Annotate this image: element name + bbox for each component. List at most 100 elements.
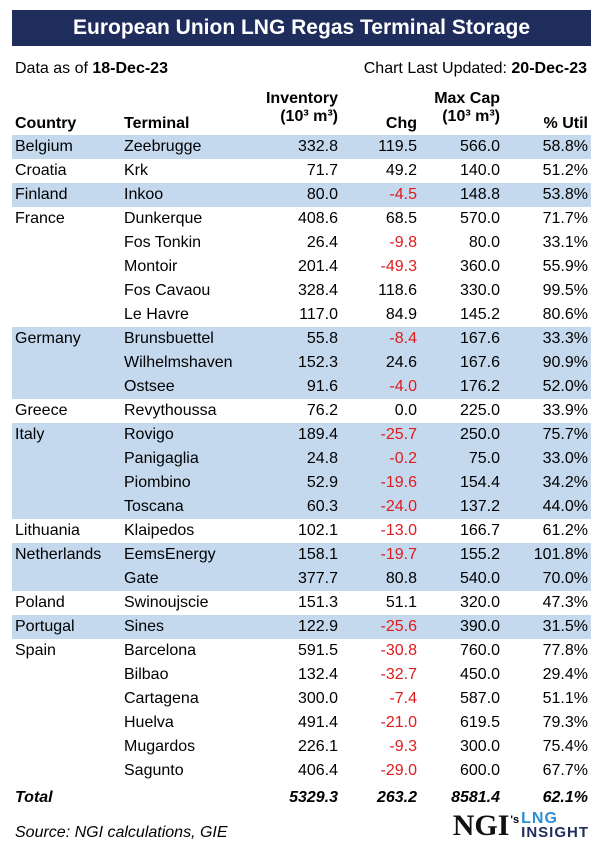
cell-inventory: 406.4 (297, 762, 338, 779)
cell-chg: -30.8 (380, 642, 417, 659)
cell-max-cap: 760.0 (459, 642, 500, 659)
cell-terminal: Toscana (124, 498, 184, 515)
cell-terminal: EemsEnergy (124, 546, 216, 563)
cell-chg: -24.0 (380, 498, 417, 515)
cell-chg: 49.2 (385, 162, 417, 179)
cell-terminal: Dunkerque (124, 210, 203, 227)
cell-util: 61.2% (542, 522, 588, 539)
table-row: Italy Rovigo 189.4 -25.7 250.0 75.7% (12, 423, 591, 447)
cell-terminal: Huelva (124, 714, 174, 731)
cell-util: 75.7% (542, 426, 588, 443)
cell-inventory: 117.0 (299, 306, 338, 323)
cell-chg: -4.0 (389, 378, 417, 395)
cell-chg: -49.3 (380, 258, 417, 275)
cell-inventory: 408.6 (297, 210, 338, 227)
cell-max-cap: 148.8 (459, 186, 500, 203)
cell-chg: -19.6 (380, 474, 417, 491)
source-note: Source: NGI calculations, GIE (15, 824, 228, 841)
cell-inventory: 24.8 (306, 450, 338, 467)
table-row: Spain Barcelona 591.5 -30.8 760.0 77.8% (12, 639, 591, 663)
cell-max-cap: 155.2 (459, 546, 500, 563)
cell-util: 67.7% (542, 762, 588, 779)
total-inventory: 5329.3 (289, 789, 338, 806)
cell-inventory: 189.4 (297, 426, 338, 443)
cell-util: 29.4% (542, 666, 588, 683)
cell-util: 79.3% (542, 714, 588, 731)
cell-chg: -13.0 (380, 522, 417, 539)
cell-country: Spain (15, 642, 56, 659)
table-row: Wilhelmshaven 152.3 24.6 167.6 90.9% (12, 351, 591, 375)
cell-util: 58.8% (542, 138, 588, 155)
table-row: Sagunto 406.4 -29.0 600.0 67.7% (12, 759, 591, 783)
cell-inventory: 226.1 (297, 738, 338, 755)
cell-chg: 84.9 (385, 306, 417, 323)
cell-max-cap: 320.0 (459, 594, 500, 611)
cell-util: 101.8% (533, 546, 588, 563)
table-row: Panigaglia 24.8 -0.2 75.0 33.0% (12, 447, 591, 471)
chart-updated: Chart Last Updated: 20-Dec-23 (363, 60, 587, 77)
table-row: Mugardos 226.1 -9.3 300.0 75.4% (12, 735, 591, 759)
cell-util: 70.0% (542, 570, 588, 587)
cell-util: 44.0% (542, 498, 588, 515)
cell-terminal: Brunsbuettel (124, 330, 214, 347)
table-row: Finland Inkoo 80.0 -4.5 148.8 53.8% (12, 183, 591, 207)
cell-terminal: Le Havre (124, 306, 189, 323)
cell-inventory: 60.3 (306, 498, 338, 515)
table-row: Gate 377.7 80.8 540.0 70.0% (12, 567, 591, 591)
table-row: Bilbao 132.4 -32.7 450.0 29.4% (12, 663, 591, 687)
cell-chg: 51.1 (385, 594, 417, 611)
cell-terminal: Revythoussa (124, 402, 217, 419)
cell-max-cap: 75.0 (468, 450, 500, 467)
cell-max-cap: 80.0 (468, 234, 500, 251)
total-util: 62.1% (542, 789, 588, 806)
cell-util: 34.2% (542, 474, 588, 491)
cell-util: 33.9% (542, 402, 588, 419)
table-row: Cartagena 300.0 -7.4 587.0 51.1% (12, 687, 591, 711)
cell-terminal: Ostsee (124, 378, 175, 395)
cell-inventory: 102.1 (297, 522, 338, 539)
cell-max-cap: 166.7 (459, 522, 500, 539)
cell-inventory: 201.4 (297, 258, 338, 275)
cell-inventory: 71.7 (306, 162, 338, 179)
cell-terminal: Montoir (124, 258, 178, 275)
table-row: Piombino 52.9 -19.6 154.4 34.2% (12, 471, 591, 495)
cell-util: 80.6% (542, 306, 588, 323)
cell-max-cap: 566.0 (459, 138, 500, 155)
cell-chg: -32.7 (380, 666, 417, 683)
cell-country: Lithuania (15, 522, 80, 539)
table-row: Fos Tonkin 26.4 -9.8 80.0 33.1% (12, 231, 591, 255)
cell-util: 71.7% (542, 210, 588, 227)
cell-country: Netherlands (15, 546, 102, 563)
cell-country: Belgium (15, 138, 73, 155)
cell-max-cap: 300.0 (459, 738, 500, 755)
cell-util: 77.8% (542, 642, 588, 659)
cell-util: 99.5% (542, 282, 588, 299)
cell-inventory: 132.4 (297, 666, 338, 683)
cell-chg: -9.8 (389, 234, 417, 251)
cell-inventory: 328.4 (297, 282, 338, 299)
cell-inventory: 122.9 (297, 618, 338, 635)
cell-terminal: Rovigo (124, 426, 174, 443)
cell-util: 31.5% (542, 618, 588, 635)
terminal-table: Belgium Zeebrugge 332.8 119.5 566.0 58.8% Croa… (12, 135, 591, 783)
table-row: Montoir 201.4 -49.3 360.0 55.9% (12, 255, 591, 279)
cell-country: Greece (15, 402, 68, 419)
cell-util: 51.2% (542, 162, 588, 179)
cell-util: 52.0% (542, 378, 588, 395)
cell-max-cap: 360.0 (459, 258, 500, 275)
cell-util: 53.8% (542, 186, 588, 203)
table-row: Germany Brunsbuettel 55.8 -8.4 167.6 33.3% (12, 327, 591, 351)
cell-chg: -4.5 (389, 186, 417, 203)
cell-util: 90.9% (542, 354, 588, 371)
cell-inventory: 591.5 (297, 642, 338, 659)
cell-max-cap: 137.2 (459, 498, 500, 515)
total-chg: 263.2 (376, 789, 417, 806)
cell-terminal: Wilhelmshaven (124, 354, 233, 371)
cell-max-cap: 167.6 (459, 354, 500, 371)
cell-terminal: Sines (124, 618, 165, 635)
cell-terminal: Klaipedos (124, 522, 195, 539)
cell-chg: -21.0 (380, 714, 417, 731)
cell-chg: -29.0 (380, 762, 417, 779)
cell-util: 33.0% (542, 450, 588, 467)
cell-max-cap: 570.0 (459, 210, 500, 227)
